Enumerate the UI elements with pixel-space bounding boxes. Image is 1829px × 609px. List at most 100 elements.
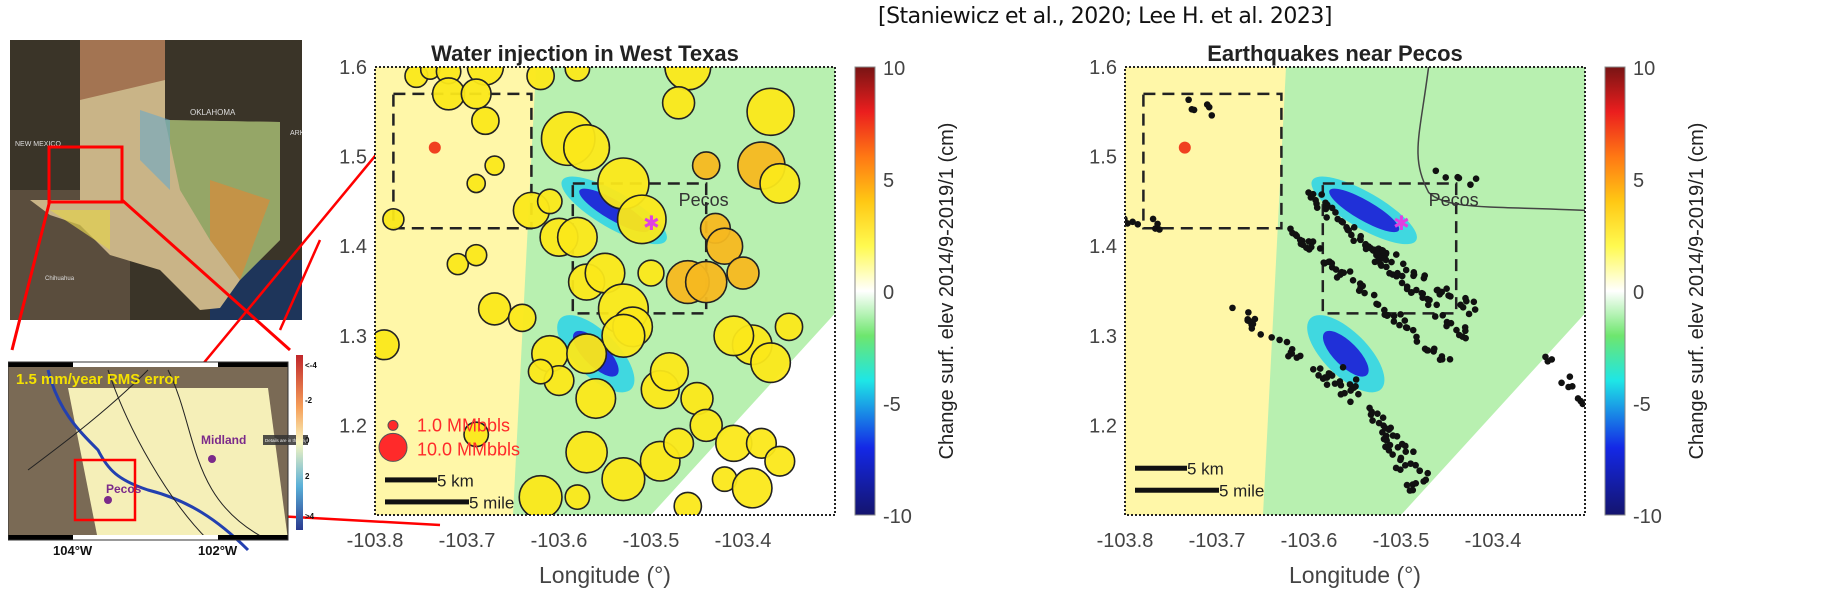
earthquake-marker: [1389, 451, 1396, 458]
earthquake-marker: [1369, 417, 1376, 424]
earthquake-marker: [1149, 215, 1157, 223]
earthquake-marker: [1323, 374, 1331, 381]
injection-well-marker: [470, 106, 500, 136]
earthquake-marker: [1455, 331, 1463, 339]
earthquake-marker: [1328, 204, 1336, 212]
earthquake-marker: [1398, 279, 1406, 287]
earthquake-marker: [1251, 315, 1259, 323]
x-tick-label: -103.7: [439, 530, 496, 552]
earthquake-marker: [1455, 174, 1463, 182]
svg-text:-2: -2: [305, 396, 313, 405]
earthquake-marker: [1303, 244, 1310, 252]
insar-inset-map: 1.5 mm/year RMS error Pecos Midland Deta…: [7, 350, 317, 558]
svg-text:Midland: Midland: [201, 433, 246, 447]
earthquake-marker: [1446, 355, 1454, 363]
earthquake-marker: [1422, 476, 1430, 484]
x-tick-label: -103.6: [1281, 530, 1338, 552]
injection-well-marker: [527, 358, 554, 385]
earthquake-marker: [1390, 312, 1398, 320]
earthquake-marker: [1426, 296, 1433, 304]
injection-well-marker: [463, 421, 490, 448]
texas-geologic-map: OKLAHOMA NEW MEXICO ARK Chihuahua: [10, 40, 302, 320]
earthquake-marker: [1276, 336, 1283, 344]
injection-well-marker: [616, 194, 667, 245]
x-tick-label: -103.4: [715, 530, 772, 552]
earthquake-marker: [1470, 298, 1478, 306]
earthquake-marker: [1439, 312, 1447, 319]
svg-text:Pecos: Pecos: [106, 482, 142, 496]
earthquake-marker: [1134, 220, 1142, 228]
earthquake-marker: [1388, 258, 1395, 266]
x-axis-label: Longitude (°): [539, 562, 671, 588]
earthquake-marker: [1385, 447, 1393, 454]
earthquake-marker: [1315, 372, 1322, 379]
earthquake-marker: [1321, 259, 1329, 267]
scale-bar-mile: [385, 499, 469, 505]
earthquake-marker: [1413, 333, 1420, 341]
earthquake-marker: [1445, 292, 1452, 299]
earthquake-marker: [1390, 318, 1398, 325]
earthquake-marker: [1443, 285, 1450, 293]
injection-well-marker: [556, 216, 598, 258]
earthquake-marker: [1424, 347, 1432, 354]
svg-text:Chihuahua: Chihuahua: [45, 276, 75, 282]
earthquake-marker: [1312, 196, 1319, 204]
earthquake-marker: [1380, 435, 1388, 443]
earthquake-marker: [1467, 181, 1474, 188]
colorbar-tick-label: -5: [883, 394, 901, 416]
injection-well-marker: [575, 377, 617, 420]
pecos-label: Pecos: [1429, 190, 1479, 210]
earthquake-marker: [1154, 220, 1161, 228]
earthquake-marker: [1350, 224, 1358, 231]
scale-bar-km: [1135, 465, 1187, 471]
earthquake-marker: [1248, 325, 1256, 332]
map-label-new-mexico: NEW MEXICO: [15, 141, 61, 148]
earthquake-marker: [1190, 106, 1198, 114]
injection-well-marker: [662, 427, 695, 459]
earthquake-marker: [1579, 400, 1585, 408]
colorbar: [854, 66, 876, 516]
earthquake-marker: [1368, 408, 1375, 416]
injection-well-marker: [774, 312, 804, 342]
colorbar-tick-label: 0: [883, 282, 894, 304]
colorbar-label: Change surf. elev 2014/9-2019/1 (cm): [936, 123, 958, 460]
earthquake-marker: [1244, 317, 1251, 324]
earthquake-marker: [1430, 345, 1438, 353]
earthquake-marker: [1403, 481, 1411, 489]
earthquake-marker: [1396, 321, 1403, 329]
injection-well-marker: [375, 329, 400, 361]
injection-well-marker: [564, 484, 591, 511]
injection-well-marker: [446, 252, 470, 276]
earthquake-marker: [1361, 289, 1368, 297]
scale-bar-km-label: 5 km: [1187, 460, 1224, 479]
earthquake-marker: [1318, 191, 1325, 198]
earthquake-marker: [1419, 294, 1426, 302]
highlight-box: [47, 145, 124, 204]
earthquake-marker: [1397, 311, 1404, 318]
citation: [Staniewicz et al., 2020; Lee H. et al. …: [878, 4, 1333, 29]
x-tick-label: -103.7: [1189, 530, 1246, 552]
injection-well-marker: [536, 188, 563, 215]
legend-marker-large: [378, 432, 408, 462]
injection-well-marker: [731, 467, 773, 509]
y-tick-label: 31.6: [1090, 57, 1117, 79]
earthquake-marker: [1410, 269, 1418, 276]
earthquake-marker: [1463, 297, 1470, 305]
colorbar-tick-label: -10: [883, 506, 912, 528]
earthquake-marker: [1402, 266, 1410, 274]
pecos-label: Pecos: [679, 190, 729, 210]
earthquake-marker: [1337, 271, 1344, 278]
earthquake-marker: [1433, 301, 1441, 309]
earthquake-marker: [1313, 204, 1321, 211]
earthquake-marker: [1129, 218, 1136, 226]
earthquake-marker: [1431, 313, 1439, 320]
x-tick-label: -103.5: [1373, 530, 1430, 552]
inset-title: 1.5 mm/year RMS error: [16, 371, 180, 388]
earthquake-marker: [1402, 448, 1410, 455]
earthquake-marker: [1398, 272, 1406, 280]
earthquake-marker: [1465, 310, 1473, 318]
pecos-star-marker: ✱: [1393, 213, 1410, 235]
plot-frame: [374, 66, 836, 516]
svg-text:Details are in the caption: Details are in the caption: [265, 438, 308, 443]
earthquake-marker: [1558, 379, 1565, 387]
